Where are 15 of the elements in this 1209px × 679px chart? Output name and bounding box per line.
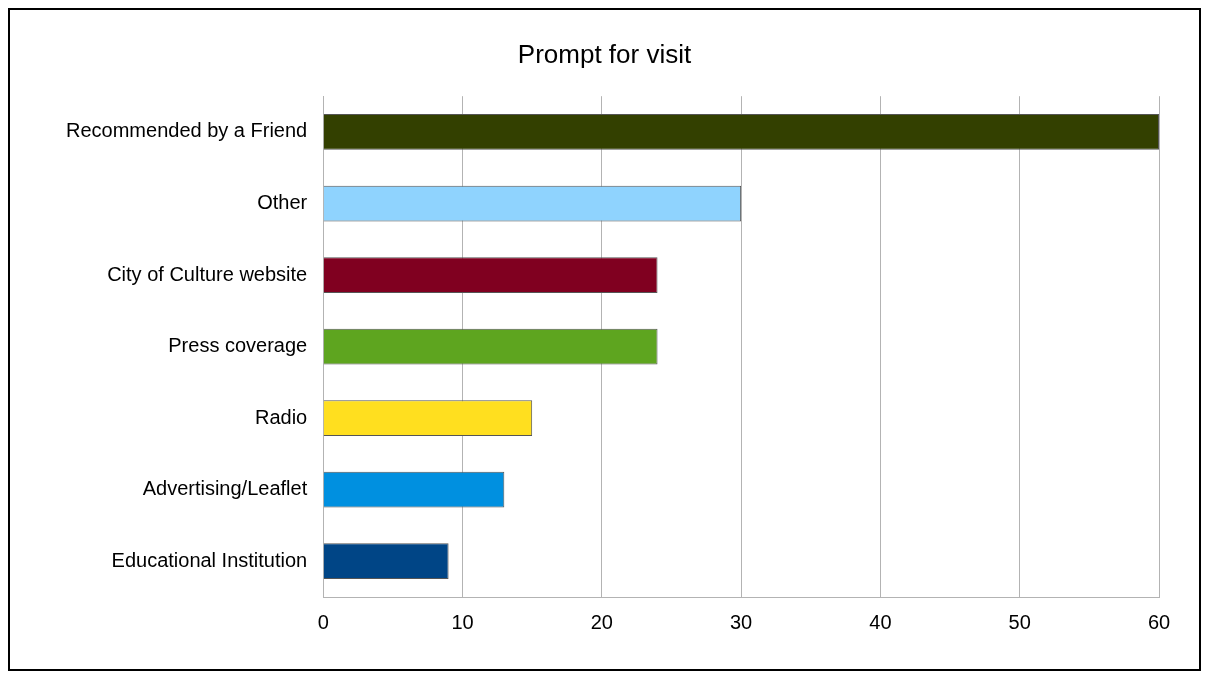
x-tick-label: 40 — [869, 610, 892, 633]
x-tick-label: 30 — [729, 610, 753, 633]
y-tick-label: Educational Institution — [111, 548, 308, 571]
x-tick-label: 50 — [1008, 610, 1031, 633]
y-tick-label: Radio — [254, 405, 308, 428]
y-tick-label: City of Culture website — [107, 262, 308, 285]
chart-title: Prompt for visit — [517, 38, 692, 69]
y-tick-label: Press coverage — [168, 334, 308, 357]
x-tick-label: 0 — [317, 610, 329, 633]
x-tick-label: 60 — [1147, 610, 1171, 633]
y-tick-label: Other — [257, 191, 308, 214]
x-tick-label: 20 — [590, 610, 613, 633]
y-tick-label: Advertising/Leaflet — [142, 477, 308, 500]
x-tick-label: 10 — [451, 610, 474, 633]
y-tick-label: Recommended by a Friend — [66, 119, 308, 142]
